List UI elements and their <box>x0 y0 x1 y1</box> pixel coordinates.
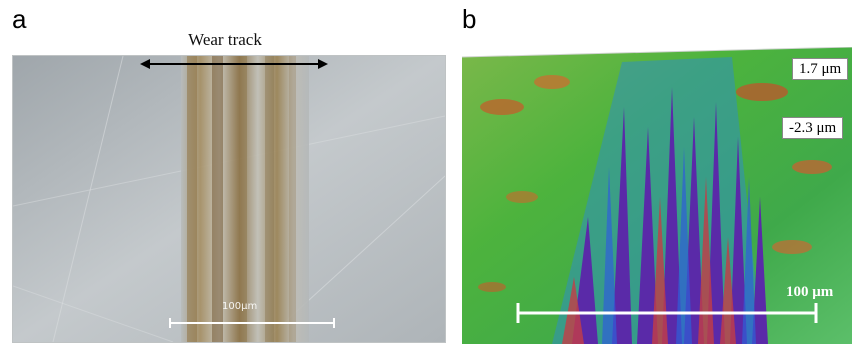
panel-b-scale-bar-label: 100 μm <box>786 284 834 300</box>
panel-b-letter: b <box>462 4 477 34</box>
wear-track-width-arrow <box>140 59 328 69</box>
panel-a-scale-bar-label: 100μm <box>222 301 258 312</box>
optical-micrograph-image <box>13 56 445 342</box>
height-min-label: -2.3 μm <box>782 117 844 139</box>
panel-a-scale-bar <box>169 318 335 328</box>
height-max-label: 1.7 μm <box>792 58 849 80</box>
panel-a-letter: a <box>12 4 27 34</box>
panel-a-optical-micrograph <box>12 55 446 343</box>
3d-surface-profile-image <box>462 47 852 344</box>
wear-track-label: Wear track <box>188 30 262 49</box>
panel-b-3d-profile <box>462 47 852 344</box>
